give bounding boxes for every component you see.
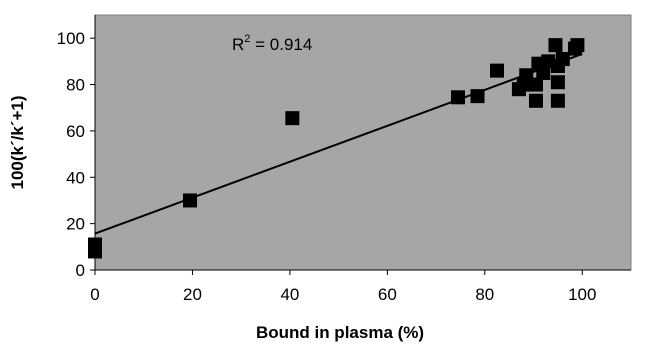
x-axis: 0 20 40 60 80 100	[90, 270, 596, 304]
y-tick-label: 0	[76, 261, 85, 280]
data-point	[528, 93, 543, 108]
x-tick-label: 40	[280, 285, 299, 304]
data-point	[183, 193, 198, 208]
x-axis-title: Bound in plasma (%)	[256, 323, 424, 342]
y-tick-label: 60	[66, 122, 85, 141]
x-tick-label: 0	[90, 285, 99, 304]
y-tick-label: 100	[57, 29, 85, 48]
x-tick-label: 80	[475, 285, 494, 304]
y-tick-label: 40	[66, 168, 85, 187]
x-tick-label: 20	[183, 285, 202, 304]
y-tick-label: 20	[66, 215, 85, 234]
plot-area	[94, 14, 632, 271]
data-point	[470, 89, 485, 104]
data-point	[570, 38, 585, 53]
data-point	[528, 77, 543, 92]
y-axis-title: 100(k´/k´+1)	[8, 95, 27, 189]
data-point	[555, 52, 570, 67]
data-point	[490, 63, 504, 78]
data-point	[536, 65, 551, 80]
data-point	[550, 75, 565, 90]
y-axis: 0 20 40 60 80 100	[57, 29, 95, 280]
data-point	[451, 90, 466, 105]
r-squared-annotation: R2 = 0.914	[232, 33, 312, 54]
data-point	[550, 93, 565, 108]
data-points	[88, 38, 585, 259]
x-tick-label: 60	[378, 285, 397, 304]
trendline	[94, 53, 583, 235]
x-tick-label: 100	[568, 285, 596, 304]
data-point	[548, 38, 563, 53]
y-tick-label: 80	[66, 76, 85, 95]
data-point	[285, 111, 300, 126]
